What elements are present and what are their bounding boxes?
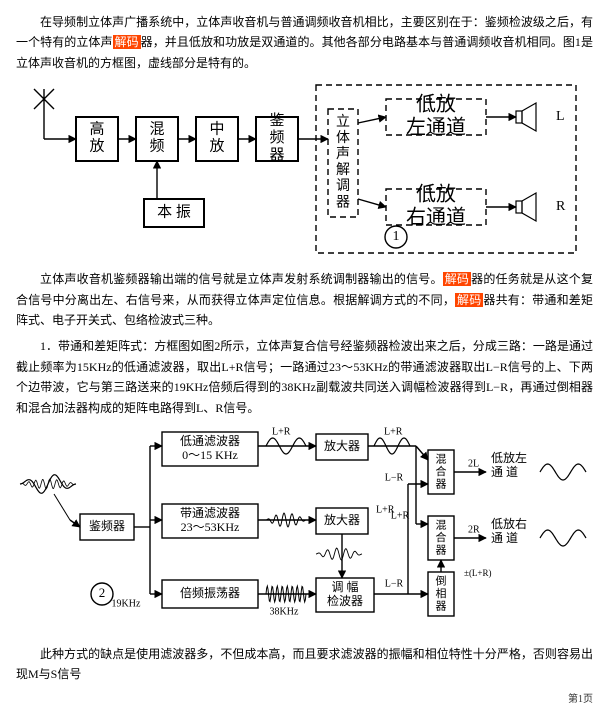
- svg-text:23～53KHz: 23～53KHz: [181, 520, 240, 534]
- svg-text:鉴频器: 鉴频器: [89, 519, 125, 533]
- svg-text:低放左通 道: 低放左通 道: [491, 450, 527, 479]
- svg-text:2R: 2R: [468, 524, 480, 535]
- svg-text:L+R: L+R: [376, 504, 395, 515]
- p2-highlight-2: 解码: [455, 293, 483, 307]
- svg-text:倍频振荡器: 倍频振荡器: [180, 585, 240, 600]
- svg-text:L+R: L+R: [272, 426, 291, 437]
- figure-2: 鉴频器 低通滤波器0～15 KHz 带通滤波器23～53KHz 倍频振荡器 19KHz L…: [16, 424, 593, 634]
- p2-highlight-1: 解码: [443, 272, 471, 286]
- svg-text:混合器: 混合器: [436, 518, 447, 556]
- svg-text:L+R: L+R: [384, 426, 403, 437]
- p2-text-a: 立体声收音机鉴频器输出端的信号就是立体声发射系统调制器输出的信号。: [40, 272, 443, 286]
- svg-text:本 振: 本 振: [157, 204, 191, 221]
- svg-text:倒相器: 倒相器: [436, 574, 447, 612]
- svg-text:L−R: L−R: [385, 472, 404, 483]
- svg-text:检波器: 检波器: [327, 593, 363, 608]
- svg-text:中放: 中放: [209, 121, 224, 155]
- svg-text:38KHz: 38KHz: [270, 606, 299, 617]
- page-footer: 第1页: [16, 691, 593, 708]
- svg-text:低通滤波器: 低通滤波器: [180, 434, 240, 448]
- svg-text:立体声解调器: 立体声解调器: [336, 114, 350, 211]
- svg-text:放大器: 放大器: [324, 438, 360, 453]
- p1-highlight: 解码: [113, 35, 141, 49]
- svg-text:R: R: [556, 199, 566, 214]
- svg-text:混合器: 混合器: [436, 452, 447, 490]
- svg-text:鉴频器: 鉴频器: [269, 112, 284, 164]
- figure-1: 高放混频中放鉴频器本 振立体声解调器低放左通道L低放右通道R1: [16, 79, 593, 259]
- paragraph-4: 此种方式的缺点是使用滤波器多，不但成本高，而且要求滤波器的振幅和相位特性十分严格…: [16, 644, 593, 685]
- svg-text:±(L+R): ±(L+R): [464, 568, 492, 578]
- svg-text:调 幅: 调 幅: [331, 579, 358, 594]
- svg-text:L−R: L−R: [385, 578, 404, 589]
- svg-text:放大器: 放大器: [324, 512, 360, 527]
- svg-text:1: 1: [393, 229, 400, 244]
- svg-text:带通滤波器: 带通滤波器: [180, 506, 240, 520]
- svg-text:低放右通 道: 低放右通 道: [491, 516, 527, 545]
- paragraph-2: 立体声收音机鉴频器输出端的信号就是立体声发射系统调制器输出的信号。解码器的任务就…: [16, 269, 593, 330]
- svg-text:L: L: [556, 109, 565, 124]
- svg-text:2: 2: [99, 585, 106, 600]
- paragraph-3: 1．带通和差矩阵式：方框图如图2所示，立体声复合信号经鉴频器检波出来之后，分成三…: [16, 336, 593, 418]
- paragraph-1: 在导频制立体声广播系统中，立体声收音机与普通调频收音机相比，主要区别在于：鉴频检…: [16, 12, 593, 73]
- svg-text:混频: 混频: [149, 121, 164, 155]
- svg-text:19KHz: 19KHz: [112, 598, 141, 609]
- svg-text:高放: 高放: [89, 121, 104, 155]
- svg-text:2L: 2L: [468, 458, 479, 469]
- svg-text:0～15 KHz: 0～15 KHz: [182, 448, 238, 462]
